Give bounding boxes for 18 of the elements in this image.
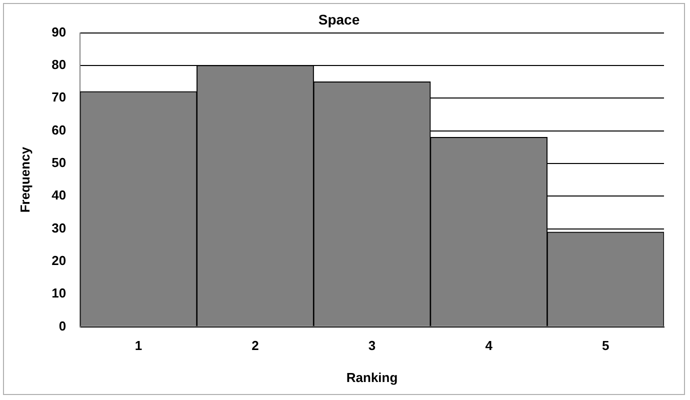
y-tick-label: 90 [52, 24, 66, 40]
x-axis-title: Ranking [346, 370, 398, 385]
y-tick-label: 60 [52, 122, 66, 138]
x-tick-label: 1 [134, 338, 142, 354]
y-tick-label: 10 [52, 286, 66, 301]
y-axis-title: Frequency [17, 146, 32, 213]
x-tick-label: 5 [602, 338, 610, 354]
y-tick-label: 20 [52, 253, 66, 268]
x-tick-label: 3 [368, 338, 376, 354]
chart-title: Space [318, 11, 360, 28]
y-tick-label: 40 [52, 188, 66, 203]
y-tick-label: 30 [52, 220, 66, 236]
y-tick-label: 70 [52, 90, 66, 105]
x-tick-label: 2 [252, 338, 259, 354]
y-tick-label: 0 [58, 318, 66, 334]
x-tick-label: 4 [485, 338, 494, 354]
y-tick-label: 80 [52, 57, 66, 72]
y-tick-label: 50 [52, 155, 66, 170]
